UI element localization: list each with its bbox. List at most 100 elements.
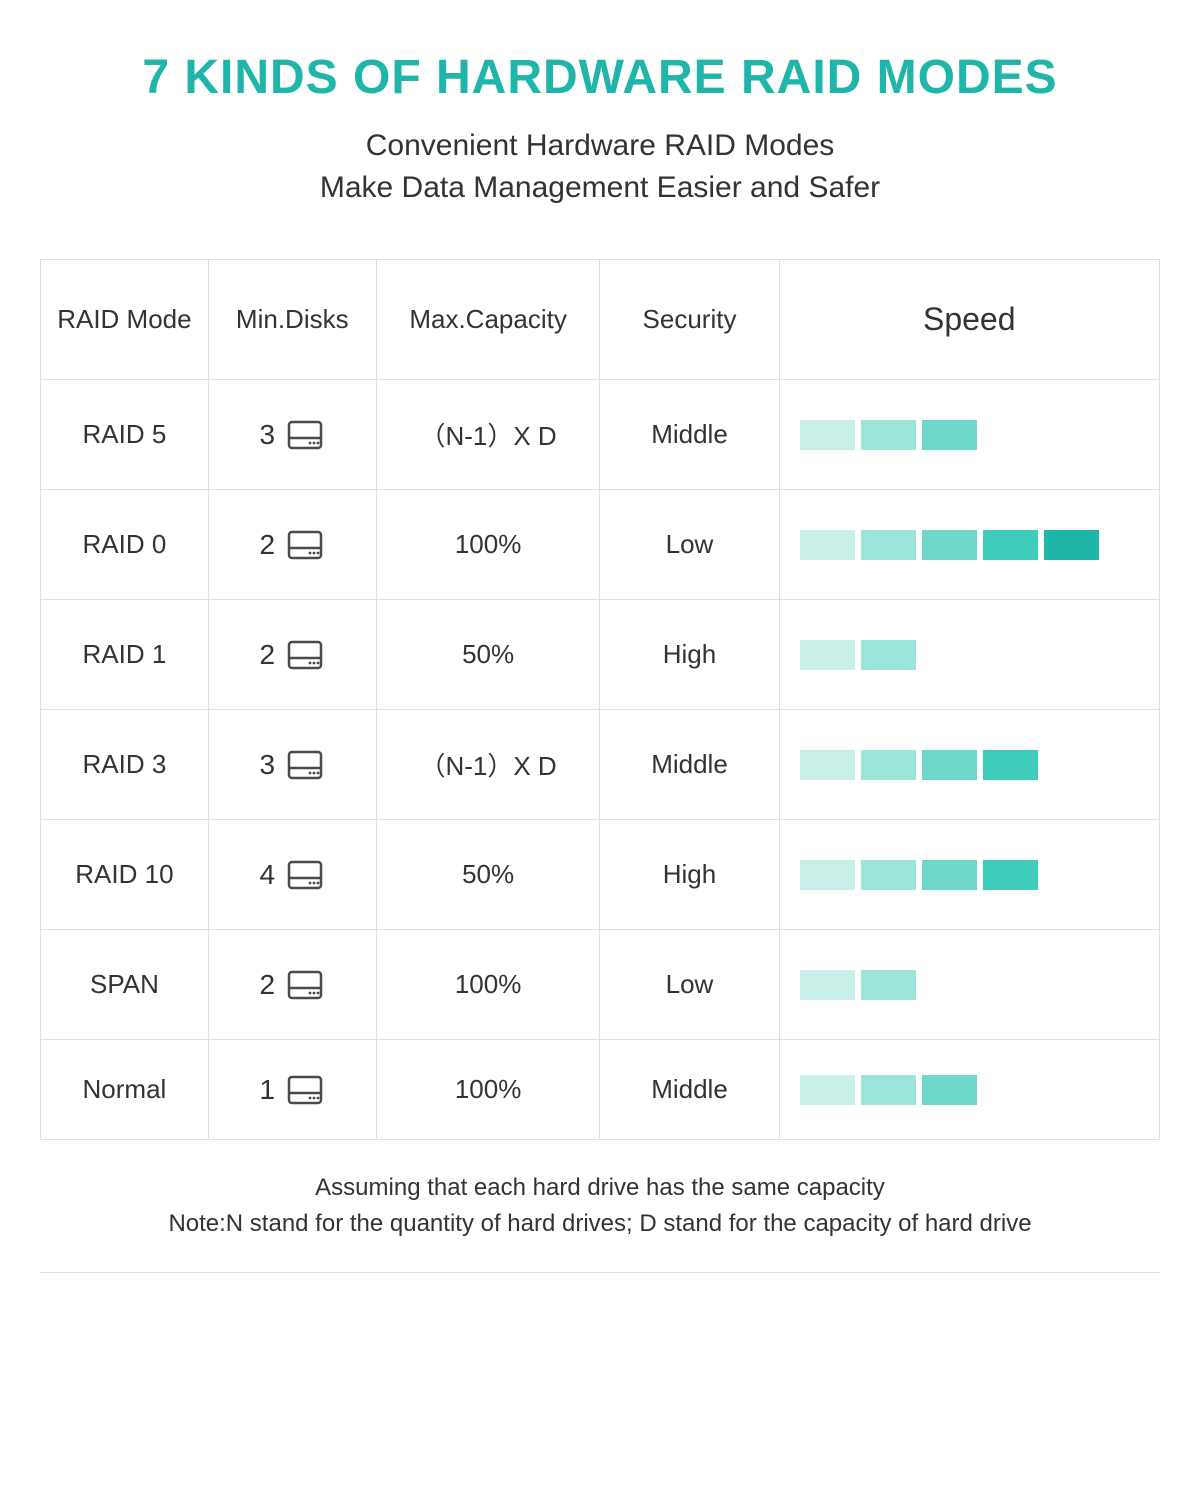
table-row: RAID 0 2 100%Low	[41, 490, 1160, 600]
disk-count: 2	[259, 529, 275, 561]
footnote: Assuming that each hard drive has the sa…	[40, 1170, 1160, 1242]
cell-speed	[779, 600, 1159, 710]
cell-mode: RAID 0	[41, 490, 209, 600]
table-row: RAID 1 2 50%High	[41, 600, 1160, 710]
col-header-capacity: Max.Capacity	[376, 260, 600, 380]
cell-mode: RAID 3	[41, 710, 209, 820]
speed-block	[861, 750, 916, 780]
hdd-icon	[285, 416, 325, 454]
speed-block	[800, 640, 855, 670]
hdd-icon	[285, 1071, 325, 1109]
cell-security: Middle	[600, 380, 779, 490]
cell-security: High	[600, 820, 779, 930]
speed-indicator	[790, 530, 1149, 560]
col-header-mode: RAID Mode	[41, 260, 209, 380]
cell-security: Low	[600, 490, 779, 600]
speed-indicator	[790, 1075, 1149, 1105]
cell-mode: RAID 1	[41, 600, 209, 710]
cell-capacity: 100%	[376, 930, 600, 1040]
raid-table: RAID Mode Min.Disks Max.Capacity Securit…	[40, 259, 1160, 1140]
disk-count: 3	[259, 749, 275, 781]
cell-mode: SPAN	[41, 930, 209, 1040]
cell-speed	[779, 930, 1159, 1040]
cell-speed	[779, 490, 1159, 600]
cell-capacity: 100%	[376, 1040, 600, 1140]
speed-indicator	[790, 970, 1149, 1000]
cell-speed	[779, 380, 1159, 490]
speed-indicator	[790, 420, 1149, 450]
disk-count: 2	[259, 969, 275, 1001]
speed-block	[922, 1075, 977, 1105]
col-header-disks: Min.Disks	[208, 260, 376, 380]
subtitle-line1: Convenient Hardware RAID Modes	[366, 129, 835, 162]
cell-speed	[779, 820, 1159, 930]
speed-block	[1044, 530, 1099, 560]
speed-block	[922, 750, 977, 780]
speed-block	[800, 970, 855, 1000]
hdd-icon	[285, 526, 325, 564]
hdd-icon	[285, 636, 325, 674]
subtitle: Convenient Hardware RAID Modes Make Data…	[40, 125, 1160, 209]
disk-count: 4	[259, 859, 275, 891]
cell-capacity: （N-1）X D	[376, 380, 600, 490]
speed-block	[861, 970, 916, 1000]
cell-mode: Normal	[41, 1040, 209, 1140]
cell-speed	[779, 710, 1159, 820]
speed-block	[800, 420, 855, 450]
cell-capacity: 50%	[376, 600, 600, 710]
speed-block	[922, 860, 977, 890]
cell-mode: RAID 5	[41, 380, 209, 490]
table-row: RAID 3 3 （N-1）X DMiddle	[41, 710, 1160, 820]
hdd-icon	[285, 966, 325, 1004]
speed-block	[922, 530, 977, 560]
cell-capacity: （N-1）X D	[376, 710, 600, 820]
footnote-line2: Note:N stand for the quantity of hard dr…	[168, 1210, 1031, 1237]
table-row: SPAN 2 100%Low	[41, 930, 1160, 1040]
speed-block	[800, 530, 855, 560]
cell-disks: 3	[208, 710, 376, 820]
cell-capacity: 100%	[376, 490, 600, 600]
bottom-divider	[40, 1272, 1160, 1273]
disk-count: 3	[259, 419, 275, 451]
speed-block	[800, 750, 855, 780]
cell-security: Middle	[600, 1040, 779, 1140]
table-row: Normal 1 100%Middle	[41, 1040, 1160, 1140]
speed-block	[922, 420, 977, 450]
speed-indicator	[790, 860, 1149, 890]
hdd-icon	[285, 856, 325, 894]
hdd-icon	[285, 746, 325, 784]
cell-disks: 2	[208, 930, 376, 1040]
speed-block	[983, 750, 1038, 780]
disk-count: 2	[259, 639, 275, 671]
cell-disks: 3	[208, 380, 376, 490]
page-title: 7 KINDS OF HARDWARE RAID MODES	[40, 50, 1160, 105]
disk-count: 1	[259, 1074, 275, 1106]
cell-speed	[779, 1040, 1159, 1140]
speed-indicator	[790, 750, 1149, 780]
speed-block	[861, 1075, 916, 1105]
speed-indicator	[790, 640, 1149, 670]
cell-security: Low	[600, 930, 779, 1040]
col-header-security: Security	[600, 260, 779, 380]
table-row: RAID 5 3 （N-1）X DMiddle	[41, 380, 1160, 490]
speed-block	[861, 530, 916, 560]
speed-block	[861, 640, 916, 670]
speed-block	[983, 530, 1038, 560]
speed-block	[800, 860, 855, 890]
speed-block	[800, 1075, 855, 1105]
table-header-row: RAID Mode Min.Disks Max.Capacity Securit…	[41, 260, 1160, 380]
table-row: RAID 10 4 50%High	[41, 820, 1160, 930]
speed-block	[861, 420, 916, 450]
footnote-line1: Assuming that each hard drive has the sa…	[315, 1174, 885, 1201]
col-header-speed: Speed	[779, 260, 1159, 380]
cell-disks: 2	[208, 490, 376, 600]
subtitle-line2: Make Data Management Easier and Safer	[320, 171, 880, 204]
cell-disks: 1	[208, 1040, 376, 1140]
cell-disks: 2	[208, 600, 376, 710]
cell-security: High	[600, 600, 779, 710]
cell-capacity: 50%	[376, 820, 600, 930]
speed-block	[861, 860, 916, 890]
cell-security: Middle	[600, 710, 779, 820]
cell-mode: RAID 10	[41, 820, 209, 930]
speed-block	[983, 860, 1038, 890]
